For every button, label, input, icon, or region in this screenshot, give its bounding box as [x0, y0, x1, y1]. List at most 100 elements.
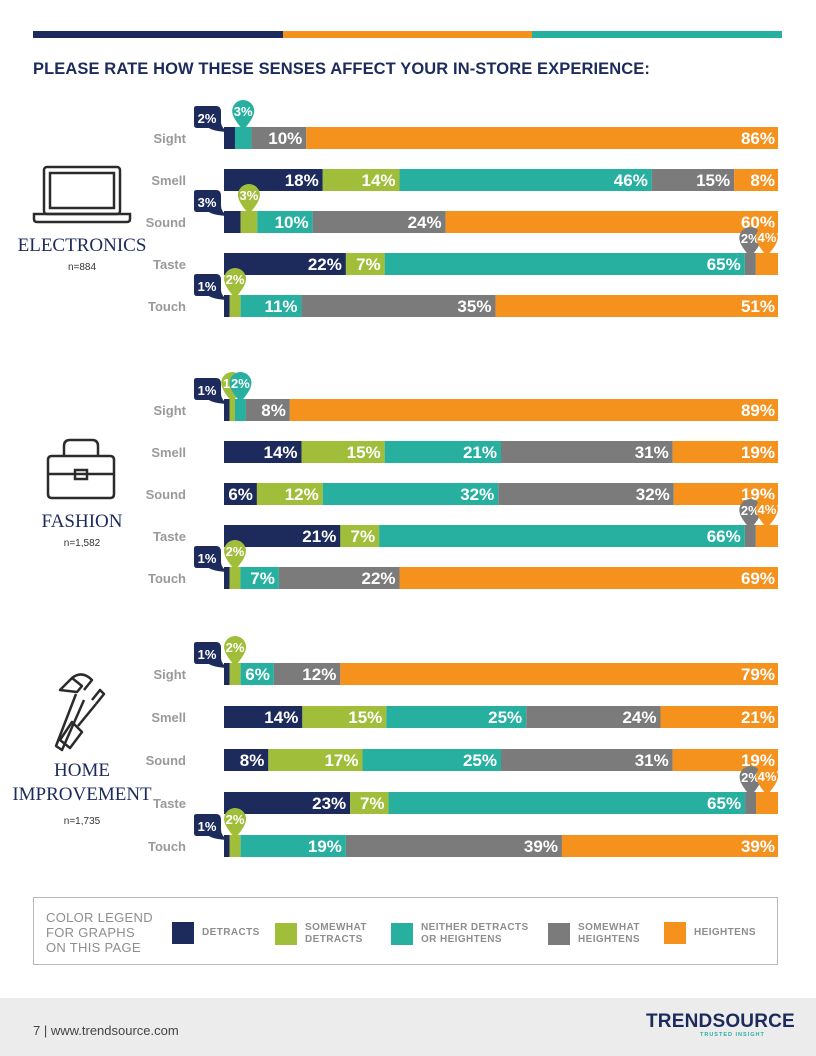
bar-segment-heightens: [755, 525, 778, 547]
page-title: PLEASE RATE HOW THESE SENSES AFFECT YOUR…: [33, 60, 650, 78]
callout-label: 2%: [231, 376, 250, 391]
data-label: 6%: [228, 485, 253, 504]
bar-segment-neither: [399, 169, 652, 191]
data-label: 21%: [463, 443, 497, 462]
stacked-bar-chart: ELECTRONICS n=884 Sight 10% 86% 2% 3% Smell 18% 1…: [12, 100, 779, 857]
legend-item-neither: NEITHER DETRACTS OR HEIGHTENS: [391, 922, 531, 946]
bar-segment-heightens: [495, 295, 778, 317]
bar-segment-somewhat-heightens: [273, 663, 341, 685]
bar-segment-somewhat-heightens: [345, 835, 562, 857]
bar-segment-heightens: [445, 211, 778, 233]
data-label-callout: 3%: [232, 100, 255, 130]
bar-segment-neither: [384, 253, 745, 275]
group-title: ELECTRONICS: [18, 235, 147, 256]
sense-label: Touch: [148, 571, 186, 586]
data-label: 86%: [741, 129, 775, 148]
legend-swatch-somewhat-heightens: [548, 923, 570, 945]
callout-label: 2%: [741, 770, 760, 785]
bar-segment-neither: [240, 567, 279, 589]
data-label-callout: 1%: [194, 546, 227, 572]
bar-segment-heightens: [306, 127, 778, 149]
sense-label: Touch: [148, 839, 186, 854]
sense-label: Taste: [153, 796, 186, 811]
bar-segment-detracts: [224, 253, 346, 275]
laptop-icon: [32, 165, 132, 224]
brand-logo: TRENDSOURCE: [646, 1011, 795, 1032]
callout-pin: [739, 499, 762, 529]
bar-segment-heightens: [561, 835, 778, 857]
data-label-callout: 4%: [755, 226, 778, 256]
callout-bubble: [194, 106, 227, 132]
data-label: 14%: [264, 708, 298, 727]
legend-swatch-detracts: [172, 922, 194, 944]
callout-bubble: [194, 546, 227, 572]
bar-segment-detracts: [224, 399, 230, 421]
data-label: 25%: [463, 751, 497, 770]
bar-segment-somewhat-detracts: [302, 706, 387, 728]
bar-segment-somewhat-heightens: [745, 792, 757, 814]
bar-segment-somewhat-heightens: [501, 441, 673, 463]
callout-bubble: [194, 190, 227, 216]
callout-label: 2%: [226, 640, 245, 655]
callout-label: 2%: [198, 111, 217, 126]
callout-pin: [232, 100, 255, 130]
sense-label: Sight: [154, 403, 187, 418]
top-bar-segment-navy: [33, 31, 283, 38]
bar-segment-somewhat-detracts: [322, 169, 400, 191]
callout-label: 3%: [234, 104, 253, 119]
bar-segment-somewhat-heightens: [744, 253, 756, 275]
sense-label: Smell: [151, 173, 186, 188]
bar-segment-somewhat-detracts: [229, 835, 241, 857]
bar-segment-heightens: [289, 399, 778, 421]
legend-label: NEITHER DETRACTS OR HEIGHTENS: [421, 922, 529, 945]
data-label-callout: 2%: [739, 227, 762, 257]
data-label: 65%: [707, 794, 741, 813]
bar-segment-detracts: [224, 663, 230, 685]
data-label: 24%: [408, 213, 442, 232]
hammer-screwdriver-icon: [54, 673, 106, 752]
data-label: 22%: [308, 255, 342, 274]
data-label: 15%: [348, 708, 382, 727]
bar-segment-neither: [240, 295, 302, 317]
callout-label: 1%: [198, 647, 217, 662]
data-label-callout: 3%: [237, 184, 260, 214]
legend-swatch-neither: [391, 923, 413, 945]
callout-label: 4%: [758, 502, 777, 517]
bar-segment-heightens: [755, 253, 778, 275]
legend-item-detracts: DETRACTS: [172, 922, 312, 944]
data-label-callout: 2%: [223, 540, 246, 570]
data-label: 39%: [741, 837, 775, 856]
data-label: 7%: [351, 527, 376, 546]
legend-item-somewhat-heightens: SOMEWHAT HEIGHTENS: [548, 922, 648, 946]
data-label: 51%: [741, 297, 775, 316]
bar-segment-somewhat-detracts: [240, 211, 258, 233]
data-label: 23%: [312, 794, 346, 813]
data-label-callout: 2%: [224, 808, 247, 838]
top-color-bar: [33, 31, 783, 38]
bar-segment-detracts: [224, 211, 241, 233]
bar-segment-somewhat-heightens: [301, 295, 496, 317]
data-label: 11%: [264, 297, 297, 316]
bar-segment-detracts: [224, 525, 341, 547]
color-legend: COLOR LEGEND FOR GRAPHS ON THIS PAGE DET…: [33, 897, 778, 965]
bar-segment-heightens: [672, 749, 778, 771]
data-label: 10%: [275, 213, 309, 232]
bar-segment-detracts: [224, 749, 269, 771]
data-label: 14%: [361, 171, 395, 190]
data-label: 66%: [707, 527, 741, 546]
callout-bubble: [194, 274, 227, 300]
data-label: 17%: [324, 751, 358, 770]
handbag-icon: [46, 438, 116, 500]
footer-page-link[interactable]: 7 | www.trendsource.com: [33, 1023, 179, 1038]
bar-segment-detracts: [224, 441, 302, 463]
data-label: 35%: [457, 297, 491, 316]
data-label-callout: 2%: [224, 636, 247, 666]
data-label: 12%: [302, 665, 336, 684]
data-label: 15%: [696, 171, 730, 190]
legend-item-heightens: HEIGHTENS: [664, 922, 764, 944]
sense-label: Smell: [151, 445, 186, 460]
data-label: 14%: [264, 443, 298, 462]
data-label: 6%: [245, 665, 270, 684]
data-label: 18%: [285, 171, 319, 190]
data-label: 21%: [302, 527, 336, 546]
